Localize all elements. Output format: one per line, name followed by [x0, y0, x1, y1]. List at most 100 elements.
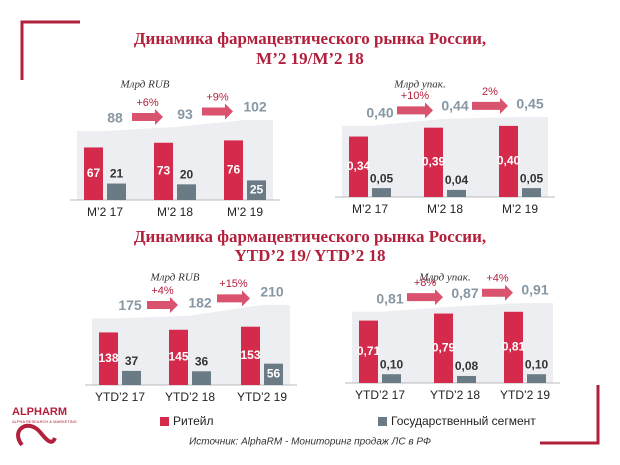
unit-label: Млрд упак.: [418, 272, 470, 284]
bar: [527, 374, 546, 383]
growth-arrow: [482, 284, 513, 301]
growth-arrow: [397, 102, 433, 119]
bar: [177, 184, 196, 200]
bar-label: 0,40: [497, 154, 521, 168]
bar-label: 0,05: [370, 171, 394, 185]
x-tick-label: YTD’2 18: [165, 390, 215, 404]
bar: [241, 326, 260, 385]
bar: [192, 371, 211, 385]
bar: [99, 332, 118, 385]
bar-label: 0,08: [455, 359, 479, 373]
bar-label: 0,39: [422, 155, 446, 169]
total-label: 0,45: [516, 96, 543, 112]
bar: [359, 320, 378, 383]
bar: [264, 363, 283, 385]
bar-label: 0,04: [445, 173, 469, 187]
heading: Динамика фармацевтического рынка России,: [134, 227, 486, 246]
x-tick-label: YTD’2 17: [355, 388, 405, 402]
growth-arrow: [132, 109, 163, 126]
x-tick-label: YTD’2 17: [95, 390, 145, 404]
bar: [349, 136, 368, 197]
bar-label: 138: [98, 351, 118, 365]
bar: [382, 374, 401, 383]
unit-label: Млрд RUB: [119, 79, 169, 91]
x-tick-label: YTD’2 19: [500, 388, 550, 402]
total-label: 88: [107, 110, 123, 126]
growth-label: 2%: [482, 86, 498, 98]
logo-tagline: ALPHA RESEARCH & MARKETING: [12, 419, 77, 424]
growth-arrow: [202, 103, 233, 120]
corner-bracket: [540, 385, 600, 445]
logo: ALPHARM ALPHA RESEARCH & MARKETING: [12, 406, 77, 447]
bar-label: 67: [87, 166, 101, 180]
bar: [84, 147, 103, 200]
growth-arrow: [147, 297, 178, 313]
unit-label: Млрд RUB: [149, 272, 199, 284]
bar-label: 0,10: [380, 357, 404, 371]
total-label: 0,87: [451, 285, 478, 301]
bar-label: 0,81: [502, 340, 526, 354]
bar-label: 56: [267, 367, 281, 381]
bar: [447, 189, 466, 197]
x-tick-label: YTD’2 19: [237, 390, 287, 404]
bar: [224, 140, 243, 200]
legend-swatch: [378, 417, 387, 426]
totals-area: [92, 305, 290, 385]
bar-label: 0,05: [520, 171, 544, 185]
growth-label: +6%: [136, 97, 159, 109]
legend-label: Государственный сегмент: [391, 414, 536, 428]
growth-label: +15%: [219, 278, 248, 290]
bar-label: 0,10: [525, 357, 549, 371]
bar: [434, 313, 453, 383]
total-label: 0,81: [376, 290, 403, 306]
bar-label: 36: [195, 354, 209, 368]
bar: [424, 127, 443, 197]
total-label: 102: [243, 99, 267, 115]
x-tick-label: M’2 17: [352, 202, 388, 216]
total-label: 182: [188, 294, 212, 310]
bar-label: 76: [227, 162, 241, 176]
total-label: 210: [260, 284, 284, 300]
bar-label: 20: [180, 167, 194, 181]
bar-label: 153: [240, 348, 260, 362]
source: Источник: AlphaRM - Мониторинг продаж ЛС…: [189, 437, 431, 448]
bar-label: 0,79: [432, 340, 456, 354]
growth-label: +9%: [206, 91, 229, 103]
growth-label: +8%: [414, 277, 437, 289]
bar-label: 0,71: [357, 344, 381, 358]
bar: [247, 180, 266, 200]
bar: [522, 188, 541, 197]
bar-label: 25: [250, 182, 264, 196]
total-label: 0,40: [366, 105, 393, 121]
bar-label: 37: [125, 354, 139, 368]
x-tick-label: M’2 18: [157, 205, 193, 219]
heading: YTD’2 19/ YTD’2 18: [235, 246, 386, 265]
total-label: 175: [118, 297, 142, 313]
bar-label: 21: [110, 167, 124, 181]
bar-label: 0,34: [347, 159, 371, 173]
totals-area: [342, 117, 548, 197]
growth-label: +4%: [486, 273, 509, 285]
bar: [169, 329, 188, 385]
legend-swatch: [160, 417, 169, 426]
bar: [122, 370, 141, 385]
x-tick-label: M’2 18: [427, 202, 463, 216]
growth-label: +10%: [401, 90, 430, 102]
x-tick-label: M’2 19: [502, 202, 538, 216]
growth-label: +4%: [151, 285, 174, 297]
bar: [504, 311, 523, 383]
legend-label: Ритейл: [173, 414, 213, 428]
growth-arrow: [472, 97, 508, 114]
bar: [154, 142, 173, 200]
heading: M’2 19/M’2 18: [256, 49, 364, 68]
corner-bracket: [20, 20, 80, 80]
total-label: 93: [177, 106, 193, 122]
logo-name: ALPHARM: [12, 406, 67, 418]
x-tick-label: M’2 17: [87, 205, 123, 219]
bar: [372, 188, 391, 197]
total-label: 0,91: [521, 282, 548, 298]
bar: [457, 375, 476, 383]
bar-label: 145: [168, 350, 188, 364]
